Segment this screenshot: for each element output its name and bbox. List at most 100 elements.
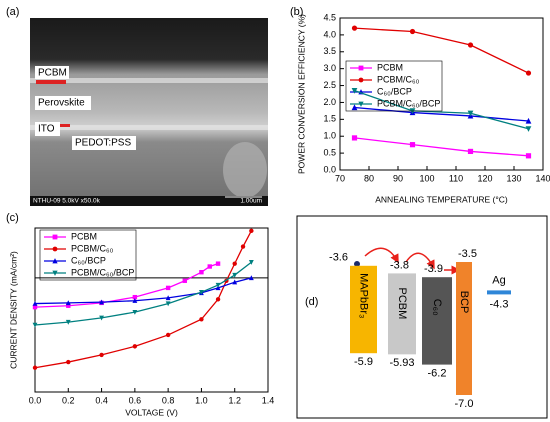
marker — [32, 304, 38, 310]
marker — [248, 260, 254, 265]
layer-label: PEDOT:PSS — [75, 138, 131, 149]
marker — [525, 70, 532, 76]
marker — [248, 275, 254, 281]
sem-scale: 1.00um — [240, 198, 262, 205]
marker — [165, 301, 171, 307]
legend-marker — [52, 270, 58, 276]
x-tick-label: 0.0 — [29, 395, 42, 405]
x-tick-label: 0.4 — [95, 395, 108, 405]
series-line — [354, 90, 529, 130]
x-tick-label: 140 — [535, 173, 550, 183]
panel-label: (c) — [6, 212, 19, 224]
marker — [207, 264, 212, 269]
marker — [182, 278, 187, 283]
marker — [199, 270, 204, 275]
marker — [409, 142, 416, 148]
marker — [525, 153, 532, 159]
x-axis-label: ANNEALING TEMPERATURE (°C) — [375, 194, 508, 204]
y-tick-label: 2.0 — [323, 97, 336, 107]
sem-info: NTHU-09 5.0kV x50.0k — [33, 198, 101, 205]
x-tick-label: 100 — [419, 173, 434, 183]
y-tick-label: 4.5 — [323, 12, 336, 22]
x-tick-label: 70 — [335, 173, 345, 183]
marker — [467, 148, 474, 155]
legend-box — [345, 60, 443, 112]
legend-label: PCBM — [71, 231, 97, 241]
x-axis-label: VOLTAGE (V) — [125, 407, 178, 417]
transfer-arrow — [364, 247, 399, 264]
series-line — [354, 106, 529, 122]
level-label: -3.9 — [424, 263, 443, 275]
legend-marker — [52, 258, 58, 264]
marker — [65, 319, 71, 325]
y-tick-label: 0.0 — [323, 164, 336, 174]
marker — [351, 104, 358, 111]
marker — [99, 299, 104, 305]
energy-band — [456, 262, 472, 395]
material-name: MAPbBr₃ — [358, 273, 370, 318]
panel-label: (a) — [6, 6, 19, 18]
marker — [199, 289, 204, 295]
level-label: -3.5 — [458, 248, 477, 260]
marker — [99, 315, 104, 321]
level-label: -3.8 — [390, 259, 409, 271]
plot-frame — [339, 17, 544, 171]
marker — [165, 332, 171, 338]
series-line — [354, 137, 529, 157]
material-name: C₆₀ — [431, 299, 443, 316]
marker — [132, 344, 138, 349]
y-tick-label: 1.5 — [323, 114, 336, 124]
x-tick-label: 90 — [393, 173, 403, 183]
marker — [351, 135, 358, 141]
marker — [409, 28, 416, 35]
electrode-level — [487, 290, 511, 295]
legend-marker — [52, 246, 58, 252]
marker — [165, 295, 171, 301]
x-tick-label: 0.2 — [62, 395, 75, 405]
series-line — [354, 27, 529, 74]
y-tick-label: 1.0 — [323, 131, 336, 141]
marker — [32, 365, 38, 370]
legend-label: PCBM/C₆₀/BCP — [71, 267, 134, 277]
marker — [525, 126, 532, 132]
x-tick-label: 130 — [506, 173, 521, 183]
level-label: -5.93 — [389, 357, 414, 369]
label-bg — [35, 96, 91, 110]
x-tick-label: 1.4 — [262, 395, 275, 405]
marker — [66, 303, 71, 308]
legend-label: C₆₀/BCP — [377, 86, 412, 96]
panel-label: (d) — [305, 296, 318, 308]
energy-band — [350, 265, 377, 354]
marker — [351, 25, 358, 31]
electron — [354, 261, 360, 267]
marker — [467, 110, 474, 117]
x-tick-label: 1.0 — [195, 395, 208, 405]
y-axis-label: CURRENT DENSITY (mA/cm²) — [8, 251, 18, 369]
marker — [132, 298, 138, 303]
marker — [99, 352, 104, 358]
x-tick-label: 0.8 — [162, 395, 175, 405]
marker — [525, 117, 532, 124]
marker — [351, 88, 358, 94]
y-tick-label: 4.0 — [323, 29, 336, 39]
plot-frame — [34, 227, 269, 393]
x-tick-label: 0.6 — [129, 395, 142, 405]
marker — [132, 309, 138, 315]
x-tick-label: 110 — [449, 173, 463, 183]
marker — [215, 297, 221, 302]
marker — [66, 359, 71, 365]
legend-label: PCBM/C₆₀/BCP — [377, 98, 440, 108]
marker — [215, 261, 221, 266]
series-line — [34, 261, 252, 326]
legend-label: C₆₀/BCP — [71, 255, 106, 265]
marker — [32, 300, 38, 306]
y-tick-label: 0.5 — [323, 147, 336, 157]
y-tick-label: 3.0 — [323, 63, 336, 73]
legend-marker — [358, 77, 364, 83]
energy-band — [422, 277, 452, 365]
marker — [199, 317, 204, 322]
layer-label: PCBM — [38, 68, 67, 79]
label-bg — [35, 122, 60, 136]
x-tick-label: 1.2 — [228, 395, 241, 405]
legend-label: PCBM — [377, 62, 403, 72]
